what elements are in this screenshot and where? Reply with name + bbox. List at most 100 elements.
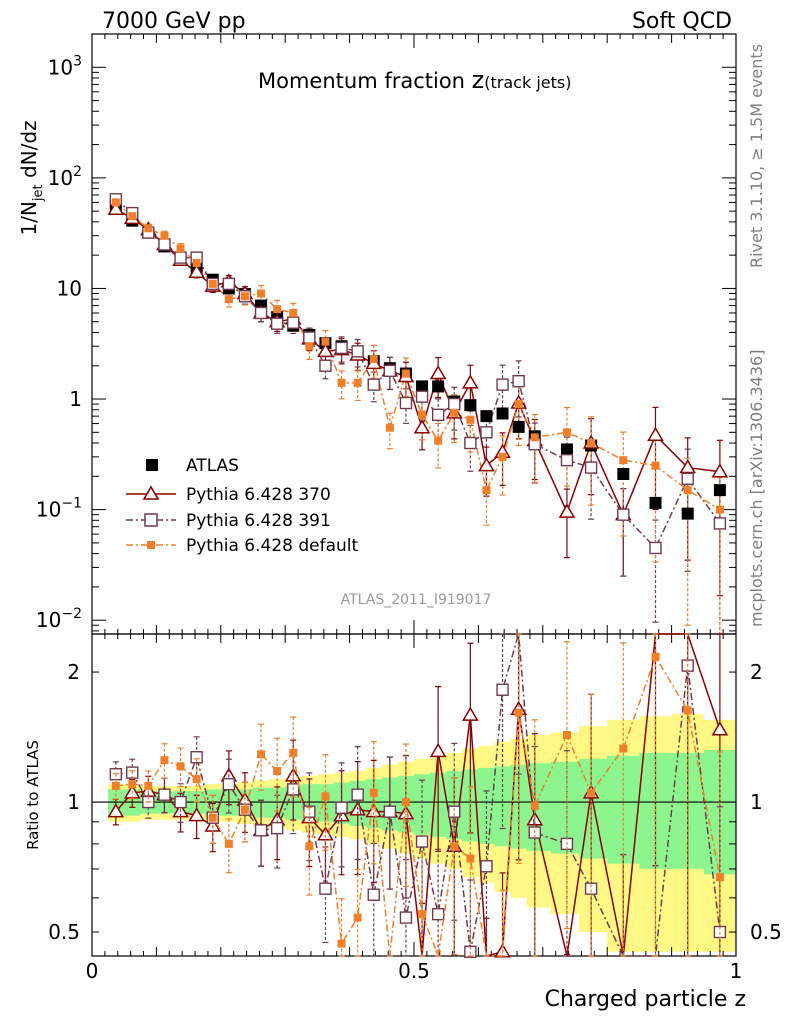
- ratio-marker-370: [462, 706, 479, 721]
- main-marker-atlas: [512, 420, 525, 433]
- main-marker-atlas: [713, 484, 726, 497]
- main-ytick-label: 10−1: [36, 496, 82, 522]
- ratio-marker-default: [353, 913, 362, 922]
- main-marker-default: [160, 231, 169, 240]
- ratio-marker-default: [418, 910, 427, 919]
- ratio-marker-391: [367, 888, 380, 901]
- main-marker-default: [273, 305, 282, 314]
- ratio-marker-391: [480, 860, 493, 873]
- main-marker-391: [464, 436, 477, 450]
- ratio-y-axis-label: Ratio to ATLAS: [24, 740, 42, 850]
- ratio-marker-370: [188, 807, 205, 822]
- ratio-marker-default: [337, 939, 346, 948]
- ratio-marker-default: [466, 854, 475, 863]
- main-marker-391: [351, 345, 364, 358]
- main-marker-391: [287, 316, 300, 329]
- main-marker-atlas: [496, 407, 509, 420]
- main-marker-atlas: [480, 410, 493, 423]
- main-marker-391: [496, 378, 509, 391]
- ratio-marker-391: [190, 751, 203, 764]
- rivet-version-label: Rivet 3.1.10, ≥ 1.5M events: [747, 44, 766, 268]
- main-marker-370: [188, 263, 205, 279]
- ratio-marker-default: [144, 781, 153, 790]
- ratio-marker-default: [257, 750, 266, 759]
- main-marker-default: [337, 378, 346, 387]
- x-axis-label: Charged particle z: [545, 987, 746, 1012]
- main-marker-370: [462, 374, 479, 389]
- ratio-marker-391: [399, 911, 413, 924]
- main-marker-default: [289, 308, 298, 317]
- main-marker-391: [681, 472, 694, 485]
- ratio-ytick-label-right: 1: [750, 790, 763, 814]
- main-marker-391: [367, 378, 380, 391]
- ratio-marker-391: [431, 907, 445, 921]
- ratio-marker-391: [222, 777, 236, 791]
- main-marker-default: [466, 415, 475, 424]
- main-marker-default: [128, 212, 137, 221]
- main-marker-default: [111, 198, 120, 207]
- ratio-marker-default: [321, 792, 330, 801]
- ratio-series-line-1: [115, 633, 721, 957]
- ratio-marker-391: [351, 788, 364, 801]
- main-ytick-label: 10: [57, 276, 82, 300]
- main-marker-370: [647, 426, 664, 442]
- main-marker-391: [270, 317, 284, 330]
- ratio-marker-default: [192, 775, 201, 784]
- main-marker-default: [683, 486, 692, 495]
- ratio-marker-391: [254, 824, 268, 837]
- main-marker-391: [174, 251, 187, 264]
- main-marker-370: [558, 503, 576, 518]
- main-marker-default: [482, 486, 491, 495]
- main-marker-atlas: [649, 496, 662, 509]
- mcplots-label: mcplots.cern.ch [arXiv:1306.3436]: [747, 350, 766, 627]
- main-marker-default: [369, 355, 378, 364]
- main-marker-default: [498, 452, 507, 461]
- xtick-label: 0.5: [398, 959, 430, 983]
- main-marker-391: [335, 341, 348, 355]
- legend-label-391: Pythia 6.428 391: [186, 511, 331, 531]
- ratio-marker-default: [240, 805, 249, 814]
- main-marker-370: [478, 457, 495, 472]
- ratio-marker-default: [176, 762, 185, 771]
- main-marker-atlas: [560, 443, 573, 456]
- main-marker-391: [319, 359, 332, 372]
- legend-label-370: Pythia 6.428 370: [186, 485, 331, 505]
- main-ytick-label: 102: [48, 164, 82, 190]
- main-ytick-label: 103: [48, 53, 82, 79]
- main-marker-391: [480, 426, 493, 439]
- main-marker-default: [224, 295, 233, 304]
- ratio-marker-default: [587, 788, 596, 797]
- main-marker-391: [649, 541, 662, 555]
- legend-marker-atlas: [146, 459, 158, 471]
- ratio-marker-391: [270, 821, 284, 835]
- main-marker-default: [530, 433, 539, 442]
- ratio-marker-default: [305, 842, 314, 851]
- main-marker-391: [617, 508, 630, 521]
- ratio-marker-370: [397, 805, 415, 820]
- main-ytick-label: 1: [69, 387, 82, 411]
- analysis-tag: ATLAS_2011_I919017: [341, 592, 492, 608]
- legend-label-default: Pythia 6.428 default: [186, 536, 359, 556]
- ratio-marker-391: [448, 805, 461, 818]
- ratio-marker-391: [158, 788, 171, 801]
- ratio-marker-default: [208, 813, 217, 822]
- main-marker-370: [413, 419, 431, 434]
- ratio-marker-370: [429, 742, 447, 758]
- main-marker-default: [176, 244, 185, 253]
- ratio-marker-default: [128, 780, 137, 789]
- ratio-marker-370: [107, 803, 125, 818]
- main-marker-391: [448, 397, 461, 411]
- main-marker-default: [401, 369, 410, 378]
- main-marker-default: [715, 505, 724, 514]
- main-marker-atlas: [416, 380, 429, 393]
- main-marker-370: [711, 463, 729, 478]
- legend: ATLAS Pythia 6.428 370 Pythia 6.428 391 …: [126, 456, 359, 556]
- ratio-marker-default: [369, 788, 378, 797]
- main-y-axis-label: 1/Njet dN/dz: [17, 120, 46, 235]
- ratio-marker-default: [530, 801, 539, 810]
- main-marker-default: [305, 342, 314, 351]
- ratio-marker-default: [224, 839, 233, 848]
- main-marker-370: [317, 342, 334, 358]
- ratio-marker-default: [273, 767, 282, 776]
- ratio-marker-default: [111, 781, 120, 790]
